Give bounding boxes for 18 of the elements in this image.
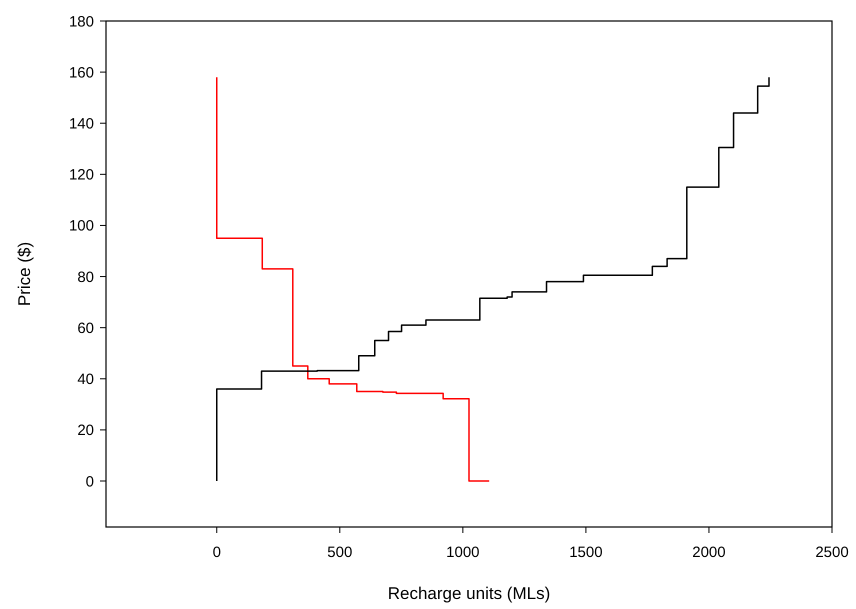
y-tick-label: 80 bbox=[77, 268, 94, 286]
y-tick-label: 160 bbox=[68, 64, 94, 82]
y-tick-label: 140 bbox=[68, 115, 94, 132]
x-tick-label: 1000 bbox=[446, 544, 480, 561]
y-tick-label: 20 bbox=[77, 422, 94, 440]
x-tick-label: 2500 bbox=[815, 544, 849, 561]
x-axis-title: Recharge units (MLs) bbox=[388, 584, 550, 603]
x-tick-label: 2000 bbox=[692, 544, 726, 561]
x-tick-label: 0 bbox=[212, 544, 221, 561]
y-tick-label: 0 bbox=[86, 473, 94, 490]
y-tick-label: 180 bbox=[68, 13, 94, 30]
y-tick-label: 40 bbox=[77, 371, 94, 388]
x-tick-label: 1500 bbox=[569, 544, 603, 561]
x-tick-label: 500 bbox=[327, 544, 352, 561]
y-tick-label: 60 bbox=[77, 320, 94, 337]
y-tick-label: 120 bbox=[68, 166, 94, 184]
y-tick-label: 100 bbox=[68, 218, 94, 235]
y-axis-title: Price ($) bbox=[15, 242, 34, 306]
